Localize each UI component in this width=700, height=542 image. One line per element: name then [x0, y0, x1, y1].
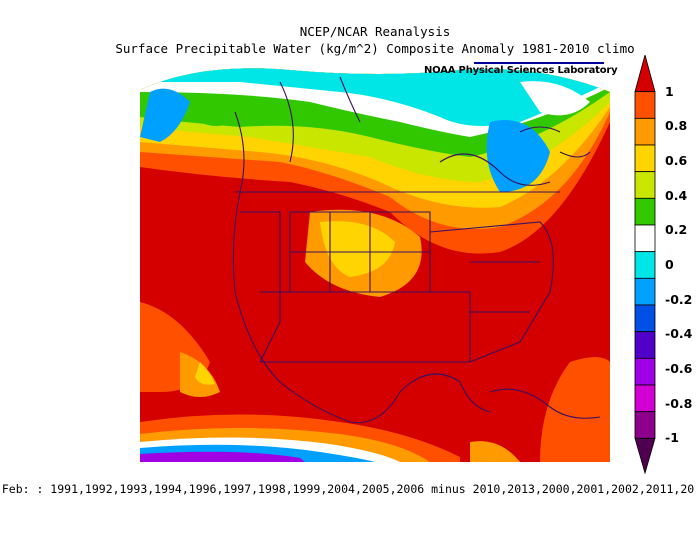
anomaly-map: [140, 68, 610, 462]
colorbar-cell: [634, 304, 656, 333]
credit-text: NOAA Physical Sciences Laboratory: [424, 65, 618, 76]
credit-underline: [474, 62, 604, 64]
colorbar-tick-label: -1: [665, 430, 679, 446]
colorbar-cell: [634, 357, 656, 386]
colorbar-cell: [634, 251, 656, 279]
colorbar-cell: [634, 224, 656, 253]
colorbar-cell: [634, 384, 656, 413]
chart-title: NCEP/NCAR Reanalysis: [299, 24, 451, 39]
colorbar-cell: [634, 91, 656, 119]
colorbar-cell: [634, 55, 656, 93]
colorbar-tick-label: 1: [665, 83, 674, 99]
colorbar-cell: [634, 437, 656, 475]
colorbar-tick-label: -0.8: [665, 395, 693, 411]
colorbar-tick-label: 0: [665, 257, 674, 272]
colorbar-cell: [634, 144, 656, 173]
colorbar-tick-label: 0.6: [665, 153, 688, 168]
colorbar-cell: [634, 331, 656, 359]
chart-subtitle: Surface Precipitable Water (kg/m^2) Comp…: [115, 41, 635, 56]
colorbar-cell: [634, 117, 656, 146]
borders: [232, 76, 601, 424]
composite-years-footer: o Feb: : 1991,1992,1993,1994,1996,1997,1…: [0, 482, 695, 496]
colorbar-tick-label: 0.4: [665, 187, 688, 203]
colorbar-tick-label: -0.4: [665, 326, 693, 342]
colorbar-tick-label: 0.8: [665, 118, 688, 134]
colorbar-cell: [634, 171, 656, 199]
colorbar-cell: [634, 277, 656, 306]
colorbar-cell: [634, 197, 656, 226]
colorbar-tick-label: -0.6: [665, 361, 693, 376]
colorbar-tick-label: 0.2: [665, 222, 688, 238]
anomaly-field: [140, 68, 610, 462]
colorbar-tick-label: -0.2: [665, 291, 693, 307]
colorbar-cell: [634, 411, 656, 439]
colorbar: [634, 55, 656, 475]
